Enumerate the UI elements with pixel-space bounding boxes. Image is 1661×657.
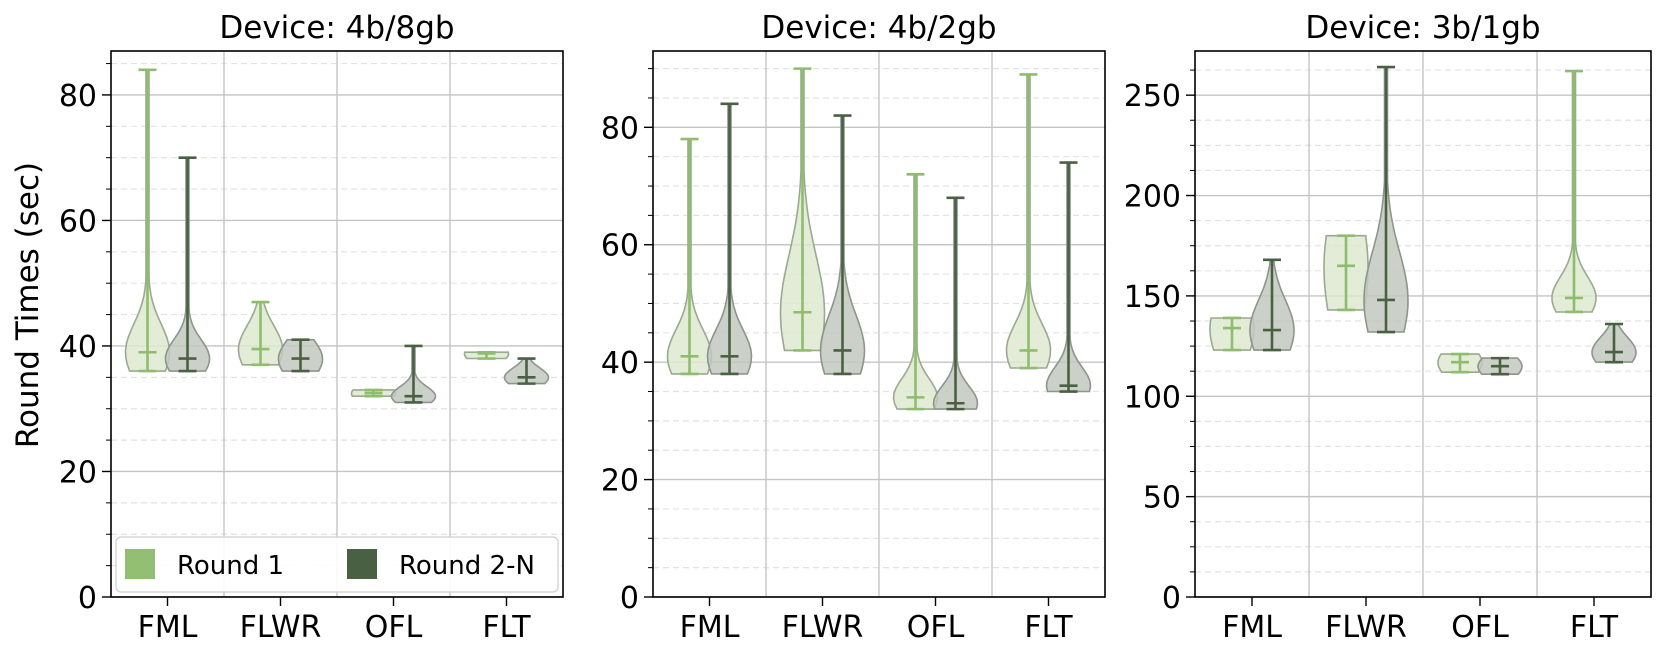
- x-tick-label: FLWR: [1325, 610, 1407, 645]
- chart-panel: 0 20 40 60 80 FML FLWR OFL FLT Device: 4b/8gb: [59, 10, 564, 645]
- y-tick-label: 20: [601, 464, 639, 499]
- violin-round1-ofl: [892, 172, 939, 411]
- x-tick-label: FLWR: [782, 610, 864, 645]
- x-tick-label: FLT: [482, 610, 531, 645]
- violin-round2n-flt: [503, 357, 550, 385]
- legend: Round 1 Round 2-N: [115, 536, 559, 593]
- violin-round2n-ofl: [390, 344, 437, 404]
- violin-round2n-fml: [164, 156, 211, 373]
- y-tick-label: 80: [601, 111, 639, 146]
- violin-round2n-flwr: [277, 338, 324, 373]
- axes-frame: [652, 50, 1106, 598]
- violin-round1-fml: [124, 68, 171, 373]
- y-tick-label: 0: [78, 581, 97, 616]
- legend-swatch-round1: [125, 549, 155, 579]
- violin-round1-flt: [463, 350, 510, 360]
- y-tick-label: 150: [1124, 280, 1181, 315]
- legend-frame: [115, 536, 559, 593]
- y-tick-label: 60: [601, 229, 639, 264]
- violin-round1-flt: [1005, 73, 1052, 370]
- x-tick-label: OFL: [907, 610, 965, 645]
- violin-round2n-ofl: [932, 196, 979, 411]
- violin-round1-flwr: [237, 300, 284, 367]
- violin-round1-flwr: [1323, 234, 1369, 312]
- y-tick-label: 200: [1124, 180, 1181, 215]
- violin-round2n-flt: [1591, 322, 1637, 364]
- x-tick-label: FML: [1222, 610, 1282, 645]
- legend-label-round2n: Round 2-N: [399, 551, 535, 581]
- y-tick-label: 60: [59, 204, 97, 239]
- chart-panel: 0 50 100 150 200 250 FML FLWR OFL FLT Device: 3b/1…: [1124, 10, 1652, 645]
- x-tick-label: OFL: [1451, 610, 1509, 645]
- x-tick-label: FML: [138, 610, 198, 645]
- y-tick-label: 40: [601, 346, 639, 381]
- violin-round1-ofl: [350, 388, 397, 398]
- violin-round1-flwr: [779, 67, 826, 352]
- y-tick-label: 40: [59, 330, 97, 365]
- y-tick-label: 0: [1162, 581, 1181, 616]
- violin-round2n-fml: [706, 102, 753, 376]
- x-tick-label: FLWR: [240, 610, 322, 645]
- violin-round2n-ofl: [1477, 356, 1523, 376]
- axes-frame: [110, 50, 564, 598]
- panel-title: Device: 3b/1gb: [1305, 10, 1540, 46]
- legend-swatch-round2n: [347, 549, 377, 579]
- x-tick-label: OFL: [365, 610, 423, 645]
- y-axis-label: Round Times (sec): [10, 162, 46, 448]
- x-tick-label: FML: [680, 610, 740, 645]
- violin-round2n-flwr: [1363, 65, 1409, 334]
- y-tick-label: 50: [1143, 481, 1181, 516]
- legend-label-round1: Round 1: [177, 551, 284, 581]
- y-tick-label: 250: [1124, 79, 1181, 114]
- violin-round1-ofl: [1437, 352, 1483, 374]
- x-tick-label: FLT: [1024, 610, 1073, 645]
- y-tick-label: 100: [1124, 380, 1181, 415]
- violin-round2n-flt: [1045, 161, 1092, 393]
- y-tick-label: 0: [620, 581, 639, 616]
- panel-title: Device: 4b/2gb: [761, 10, 996, 46]
- violin-round1-flt: [1551, 69, 1597, 314]
- chart-panel: 0 20 40 60 80 FML FLWR OFL FLT Device: 4b/2gb: [601, 10, 1106, 645]
- axes-frame: [1194, 50, 1652, 598]
- violin-round2n-fml: [1249, 258, 1295, 352]
- violin-round1-fml: [666, 137, 713, 376]
- x-tick-label: FLT: [1570, 610, 1619, 645]
- violin-round1-fml: [1209, 316, 1255, 352]
- y-tick-label: 20: [59, 455, 97, 490]
- y-tick-label: 80: [59, 79, 97, 114]
- violin-round2n-flwr: [819, 114, 866, 376]
- panel-title: Device: 4b/8gb: [219, 10, 454, 46]
